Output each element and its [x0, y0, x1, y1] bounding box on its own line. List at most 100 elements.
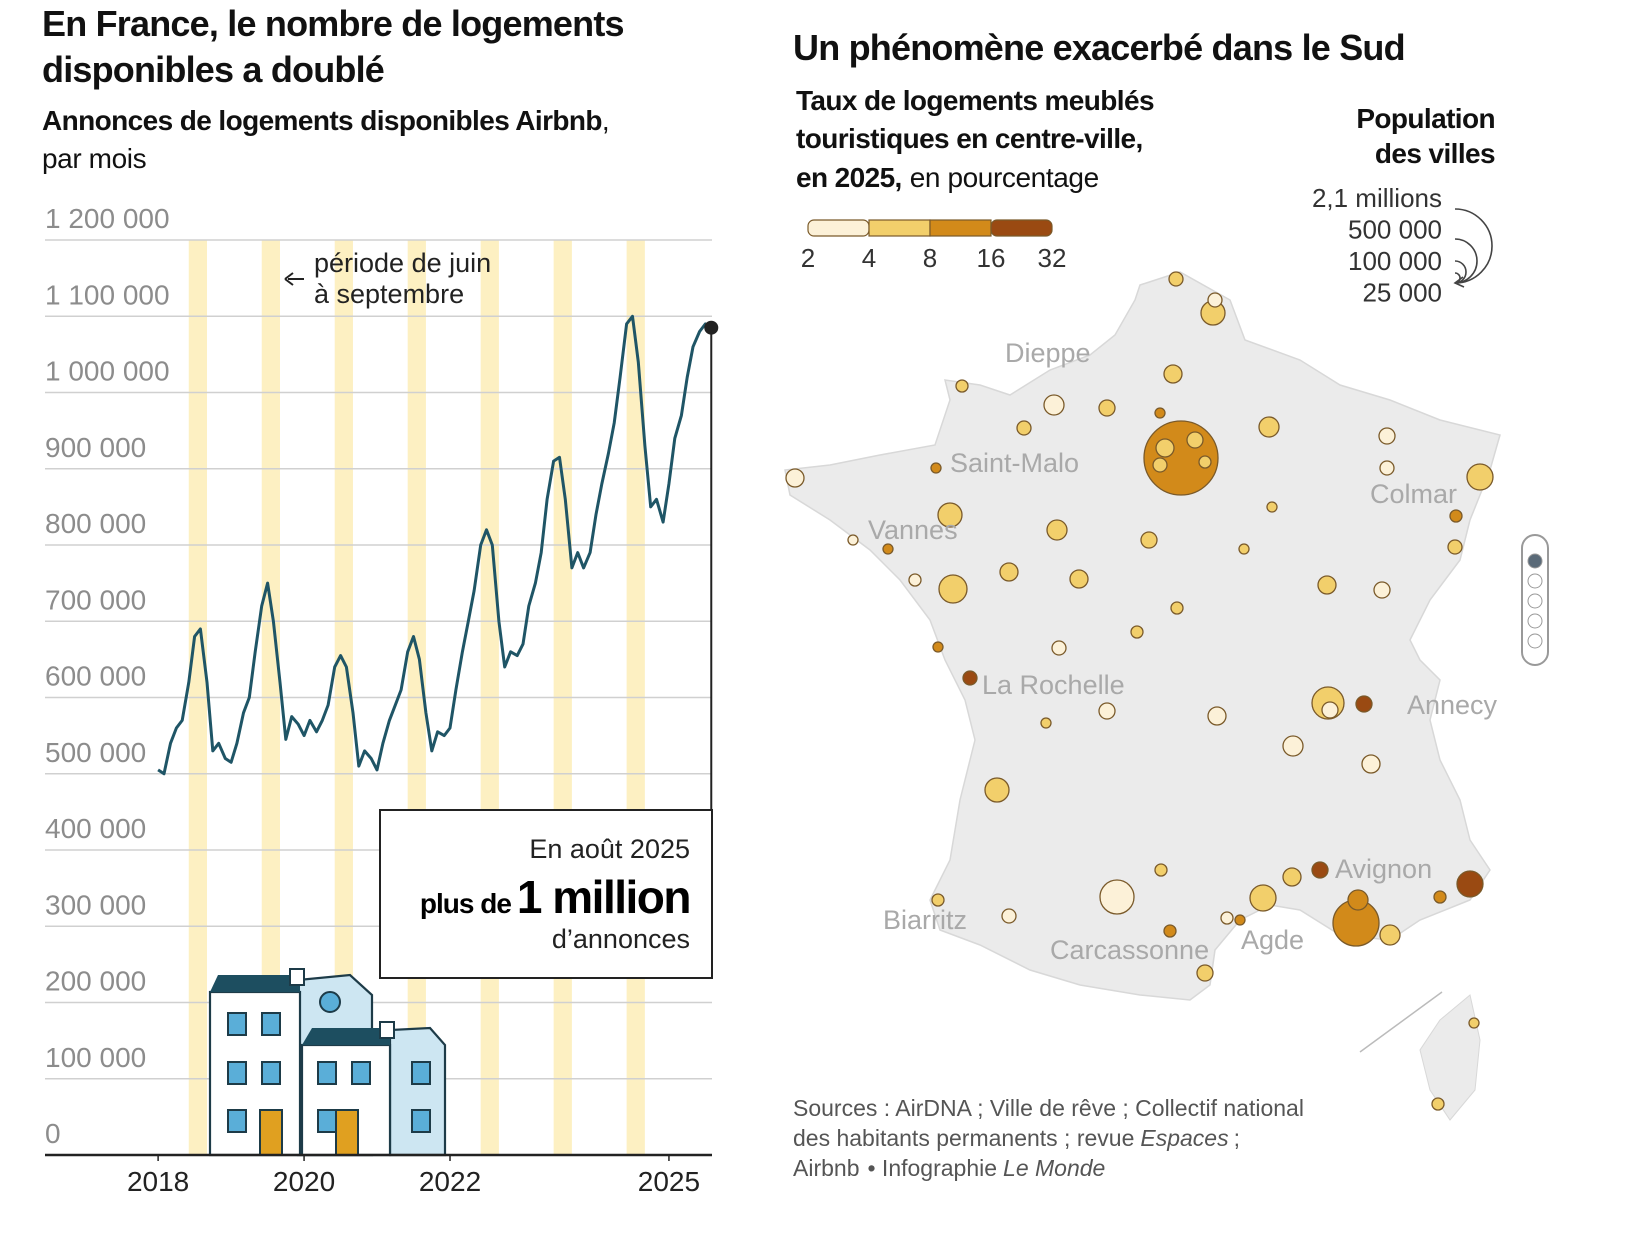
- bubble: [1168, 271, 1184, 287]
- sources: des habitants permanents ; revue Espaces;: [793, 1125, 1240, 1151]
- france: [784, 271, 1501, 1001]
- scroll-dot[interactable]: [1527, 593, 1543, 609]
- y-tick-label: 1 100 000: [45, 279, 170, 310]
- series-line: [157, 314, 713, 776]
- sources-part: Espaces: [1140, 1125, 1229, 1151]
- x-axis: 2018 2020 2022 2025: [45, 1153, 712, 1197]
- bubble: [1001, 908, 1017, 924]
- building: [208, 990, 302, 1157]
- city-label: Colmar: [1370, 479, 1457, 509]
- bubble: [962, 670, 978, 686]
- y-tick-label: 0: [45, 1118, 61, 1149]
- sources: Sources : AirDNA ; Ville de rêve ; Colle…: [793, 1095, 1304, 1121]
- scale-label: 16: [977, 243, 1006, 273]
- bubble: [1163, 364, 1183, 384]
- scroll-dot[interactable]: [1527, 633, 1543, 649]
- annotation-line: En août 2025: [529, 834, 690, 864]
- sources-part: ;: [1234, 1125, 1240, 1151]
- annotation-box: En août 2025 plus de 1 million d’annonces: [379, 809, 713, 979]
- map: Dieppe Saint-Malo Vannes Colmar La Roche…: [784, 271, 1501, 1121]
- bubble: [882, 543, 894, 555]
- x-tick-label: 2020: [273, 1166, 335, 1197]
- bubble: [1198, 455, 1212, 469]
- left-subtitle: par mois: [42, 143, 146, 174]
- scale-swatch: [990, 219, 1053, 237]
- scroll-dot[interactable]: [1527, 553, 1543, 569]
- window: [351, 1061, 371, 1085]
- city-label: Vannes: [868, 515, 958, 545]
- window: [227, 1109, 247, 1133]
- bubble: [930, 462, 942, 474]
- bubble: [1098, 399, 1116, 417]
- left-title: disponibles a doublé: [42, 49, 384, 90]
- scroll-indicator[interactable]: [1521, 534, 1549, 666]
- legend-title: Taux de logements meublés: [796, 85, 1154, 116]
- buildings-illustration: [208, 968, 447, 1157]
- end-point: [704, 320, 719, 335]
- bubble: [984, 777, 1010, 803]
- scale-swatch: [807, 219, 870, 237]
- bubble: [1152, 457, 1168, 473]
- window: [317, 1061, 337, 1085]
- door: [335, 1109, 359, 1156]
- x-tick-label: 2022: [419, 1166, 481, 1197]
- y-tick-label: 300 000: [45, 889, 146, 920]
- size-arrow: [1453, 276, 1465, 288]
- bubble: [1098, 702, 1116, 720]
- box: [379, 809, 713, 979]
- y-tick-label: 200 000: [45, 966, 146, 997]
- bubble: [1373, 581, 1391, 599]
- bubble: [1140, 531, 1158, 549]
- sources: Airbnb • Infographie Le Monde: [793, 1155, 1105, 1181]
- city-label: La Rochelle: [982, 670, 1125, 700]
- city-label: Dieppe: [1005, 338, 1091, 368]
- annotation-line: d’annonces: [552, 924, 690, 954]
- size-label: 2,1 millions: [1312, 183, 1442, 213]
- bubble: [932, 641, 944, 653]
- window: [411, 1109, 431, 1133]
- grid: 0 100 000 200 000 300 000 400 000 500 000 600 …: [45, 203, 712, 1156]
- window: [227, 1061, 247, 1085]
- scale-label: 4: [862, 243, 876, 273]
- band-note: à septembre: [314, 279, 464, 309]
- bubble: [1468, 1017, 1480, 1029]
- size-label: 25 000: [1362, 278, 1442, 308]
- legend-title: en 2025, en pourcentage: [796, 162, 1099, 193]
- bubble: [931, 893, 945, 907]
- city-label: Carcassonne: [1050, 935, 1209, 965]
- chimney: [379, 1021, 395, 1039]
- y-tick-label: 1 200 000: [45, 203, 170, 234]
- scale-label: 2: [801, 243, 815, 273]
- bubble: [937, 502, 963, 528]
- bubble: [1154, 407, 1166, 419]
- y-tick-label: 600 000: [45, 661, 146, 692]
- building: [388, 1026, 447, 1157]
- bubble: [1043, 394, 1065, 416]
- corsica: [1419, 994, 1481, 1121]
- scroll-dot[interactable]: [1527, 573, 1543, 589]
- highlight: 1 million: [517, 871, 690, 923]
- annotation-highlight: plus de 1 million: [420, 871, 690, 923]
- bubble: [1311, 861, 1329, 879]
- bubble: [1282, 867, 1302, 887]
- window: [227, 1012, 247, 1036]
- bubble: [908, 573, 922, 587]
- bubble: [1447, 539, 1463, 555]
- inset-line: [1359, 991, 1443, 1053]
- y-tick-label: 900 000: [45, 432, 146, 463]
- bubble: [1355, 695, 1373, 713]
- subtitle-comma: ,: [602, 105, 609, 136]
- bubble: [1433, 890, 1447, 904]
- legend-title-bold: en 2025,: [796, 162, 902, 193]
- x-tick-label: 2025: [638, 1166, 700, 1197]
- subtitle-bold: Annonces de logements disponibles Airbnb: [42, 105, 602, 136]
- bubble: [1130, 625, 1144, 639]
- sources-part: Airbnb: [793, 1155, 859, 1181]
- bubble: [1456, 870, 1484, 898]
- bubbles: [785, 271, 1494, 1111]
- scroll-dot[interactable]: [1527, 613, 1543, 629]
- y-tick-label: 800 000: [45, 508, 146, 539]
- bubble: [938, 574, 968, 604]
